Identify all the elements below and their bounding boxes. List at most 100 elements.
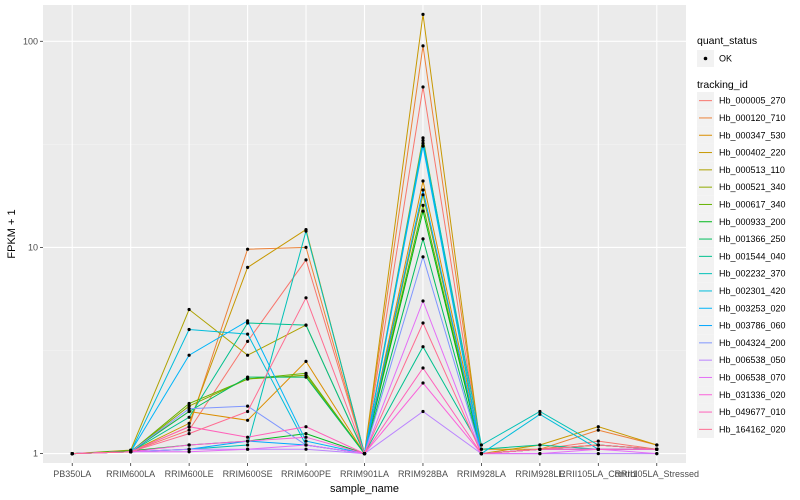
x-tick-label: PB350LA — [53, 469, 91, 479]
data-point — [246, 247, 250, 251]
data-point — [246, 319, 250, 323]
data-point — [421, 44, 425, 48]
legend-label-series: Hb_006538_050 — [719, 355, 786, 365]
data-point — [304, 371, 308, 375]
data-point — [187, 447, 191, 451]
x-tick-label: RRIM928LA — [457, 469, 506, 479]
data-point — [421, 188, 425, 192]
data-point — [246, 443, 250, 447]
data-point — [421, 12, 425, 16]
legend-label-series: Hb_001544_040 — [719, 251, 786, 261]
data-point — [655, 452, 659, 456]
data-point — [479, 447, 483, 451]
legend-label-series: Hb_001366_250 — [719, 234, 786, 244]
x-tick-label: RRII105LA_Stressed — [614, 469, 699, 479]
data-point — [187, 401, 191, 406]
data-point — [421, 345, 425, 349]
data-point — [187, 450, 191, 454]
data-point — [246, 447, 250, 451]
data-point — [304, 425, 308, 429]
data-point — [538, 412, 542, 416]
legend-label-series: Hb_002232_370 — [719, 269, 786, 279]
y-tick-label: 100 — [23, 36, 38, 46]
data-points — [70, 12, 659, 456]
data-point — [246, 435, 250, 439]
y-tick-label: 1 — [33, 449, 38, 459]
data-point — [421, 321, 425, 325]
data-point — [187, 353, 191, 357]
data-point — [187, 307, 191, 312]
data-point — [421, 209, 425, 213]
data-point — [304, 447, 308, 451]
data-point — [304, 435, 308, 439]
x-tick-label: RRII105LA_Control — [559, 469, 637, 479]
data-point — [246, 404, 250, 408]
y-axis-title: FPKM + 1 — [6, 209, 18, 258]
data-point — [129, 450, 133, 454]
data-point — [362, 452, 367, 456]
data-point — [246, 418, 250, 422]
legend-label-series: Hb_003786_060 — [719, 321, 786, 331]
color-legend-title: tracking_id — [697, 79, 748, 91]
y-tick-label: 10 — [28, 242, 38, 252]
legend-label-series: Hb_002301_420 — [719, 286, 786, 296]
data-point — [187, 443, 191, 447]
data-point — [479, 452, 483, 456]
legend-label-series: Hb_049677_010 — [719, 407, 786, 417]
data-point — [304, 229, 308, 233]
data-point — [187, 404, 191, 408]
x-tick-label: RRIM600LE — [165, 469, 214, 479]
data-point — [246, 439, 250, 443]
data-point — [596, 428, 600, 432]
x-tick-label: RRIM901LA — [340, 469, 389, 479]
data-point — [187, 327, 191, 332]
x-tick-label: RRIM928LE — [515, 469, 564, 479]
data-point — [655, 443, 659, 447]
data-point — [655, 447, 659, 451]
data-point — [421, 409, 425, 414]
legend-label-series: Hb_000513_110 — [719, 165, 785, 175]
legend-label-series: Hb_000347_530 — [719, 130, 786, 140]
legend-point-symbol — [703, 56, 708, 61]
data-point — [421, 381, 425, 385]
data-point — [70, 452, 74, 456]
data-point — [538, 409, 542, 414]
data-point — [421, 193, 425, 197]
legend-label-series: Hb_000120_710 — [719, 113, 786, 123]
legend-label-series: Hb_000402_220 — [719, 148, 786, 158]
grid-lines — [43, 5, 686, 463]
data-point — [187, 432, 191, 436]
data-point — [246, 353, 250, 357]
legend-label-series: Hb_000521_340 — [719, 182, 786, 192]
data-point — [421, 136, 425, 140]
data-point — [304, 258, 308, 262]
legend-label-series: Hb_000005_270 — [719, 96, 786, 106]
data-point — [187, 409, 191, 414]
data-point — [538, 443, 542, 447]
legend-label-series: Hb_000933_200 — [719, 217, 786, 227]
data-point — [304, 432, 308, 436]
data-point — [421, 299, 425, 303]
data-point — [246, 265, 250, 269]
data-point — [596, 452, 600, 456]
data-point — [246, 409, 250, 414]
data-point — [479, 443, 483, 447]
x-tick-label: RRIM600SE — [223, 469, 273, 479]
data-point — [538, 447, 542, 451]
data-point — [304, 359, 308, 363]
data-point — [421, 255, 425, 259]
data-point — [596, 447, 600, 451]
legend-label-ok: OK — [719, 54, 732, 64]
data-point — [421, 237, 425, 241]
legend-label-series: Hb_006538_070 — [719, 372, 786, 382]
data-point — [421, 144, 425, 148]
data-point — [304, 375, 308, 379]
data-point — [596, 439, 600, 443]
data-point — [538, 452, 542, 456]
data-point — [421, 179, 425, 183]
data-point — [596, 443, 600, 447]
data-point — [187, 407, 191, 411]
data-point — [304, 296, 308, 300]
data-point — [304, 245, 308, 249]
